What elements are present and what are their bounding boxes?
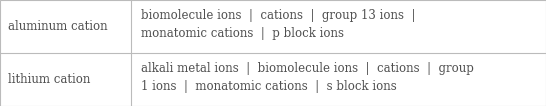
Text: aluminum cation: aluminum cation [8, 20, 108, 33]
Text: lithium cation: lithium cation [8, 73, 91, 86]
Text: biomolecule ions  |  cations  |  group 13 ions  |
monatomic cations  |  p block : biomolecule ions | cations | group 13 io… [141, 9, 416, 40]
Text: alkali metal ions  |  biomolecule ions  |  cations  |  group
1 ions  |  monatomi: alkali metal ions | biomolecule ions | c… [141, 62, 474, 93]
